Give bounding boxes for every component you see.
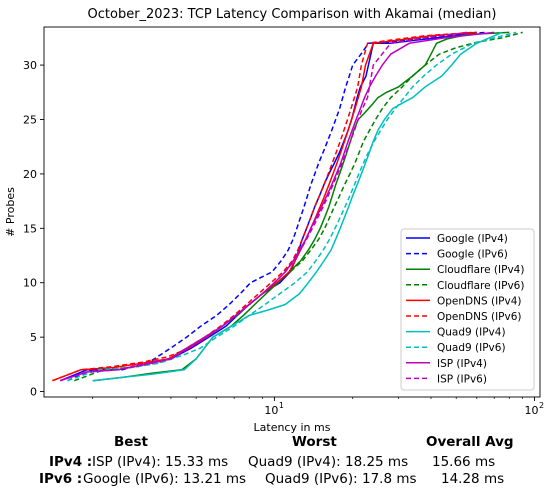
- y-tick-label: 15: [23, 222, 37, 235]
- series-line-quad9-ipv4: [92, 31, 503, 382]
- legend-box: [400, 228, 535, 391]
- legend-label: Google (IPv6): [437, 249, 508, 261]
- y-axis: 0 5 10 15 20 25 30: [23, 59, 44, 399]
- y-tick-label: 10: [23, 277, 37, 290]
- x-axis: 10 1 10 2: [92, 397, 544, 417]
- y-tick-label: 20: [23, 168, 37, 181]
- series-line-quad9-ipv6: [67, 31, 517, 382]
- x-tick-label: 10: [524, 404, 538, 417]
- x-tick-exponent: 2: [539, 401, 544, 410]
- legend-label: Quad9 (IPv6): [437, 342, 506, 354]
- y-axis-label: # Probes: [4, 187, 17, 237]
- legend-label: OpenDNS (IPv4): [437, 295, 522, 307]
- chart-title: October_2023: TCP Latency Comparison wit…: [88, 7, 497, 22]
- series-line-isp-ipv4: [59, 31, 495, 382]
- y-tick-label: 0: [30, 386, 37, 399]
- series-lines: [52, 31, 523, 382]
- series-line-google-ipv6: [67, 31, 486, 382]
- series-line-cloudflare-ipv4: [92, 31, 510, 382]
- x-axis-label: Latency in ms: [254, 421, 331, 434]
- y-tick-label: 5: [30, 331, 37, 344]
- series-line-isp-ipv6: [59, 31, 468, 382]
- legend-label: Quad9 (IPv4): [437, 327, 506, 339]
- legend: Google (IPv4) Google (IPv6) Cloudflare (IP…: [400, 228, 535, 391]
- y-tick-label: 30: [23, 59, 37, 72]
- legend-label: Cloudflare (IPv4): [437, 264, 524, 276]
- x-tick-label: 10: [264, 404, 278, 417]
- legend-label: OpenDNS (IPv6): [437, 311, 522, 323]
- plot-frame: [43, 26, 541, 398]
- y-tick-label: 25: [23, 114, 37, 127]
- legend-label: Cloudflare (IPv6): [437, 280, 524, 292]
- legend-label: ISP (IPv4): [437, 358, 487, 370]
- legend-label: Google (IPv4): [437, 233, 508, 245]
- legend-label: ISP (IPv6): [437, 373, 487, 385]
- x-tick-exponent: 1: [279, 401, 284, 410]
